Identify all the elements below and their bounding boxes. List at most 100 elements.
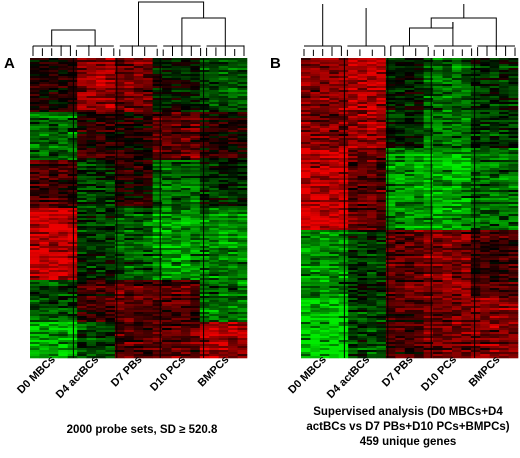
heatmap-cell [77, 266, 87, 269]
heatmap-cell [404, 88, 415, 91]
heatmap-cell [367, 124, 377, 127]
heatmap-cell [199, 144, 210, 147]
heatmap-cell [162, 314, 172, 317]
heatmap-cell [124, 138, 135, 141]
heatmap-cell [39, 168, 50, 171]
heatmap-cell [133, 234, 144, 237]
heatmap-cell [105, 332, 116, 335]
heatmap-cell [162, 304, 172, 307]
heatmap-cell [162, 88, 172, 91]
heatmap-cell [143, 206, 153, 209]
heatmap-cell [357, 162, 368, 165]
heatmap-cell [209, 176, 219, 179]
heatmap-cell [180, 220, 191, 223]
heatmap-cell [348, 166, 358, 169]
heatmap-cell [180, 196, 191, 199]
heatmap-cell [357, 124, 368, 127]
heatmap-cell [124, 128, 135, 131]
heatmap-cell [310, 60, 321, 63]
heatmap-cell [30, 100, 40, 103]
heatmap-cell [489, 72, 500, 75]
heatmap-cell [58, 342, 69, 345]
heatmap-cell [48, 100, 59, 103]
panel-b-heatmap [301, 58, 519, 359]
heatmap-cell [67, 114, 78, 117]
heatmap-cell [190, 262, 201, 265]
heatmap-cell [480, 180, 490, 183]
heatmap-cell [58, 198, 69, 201]
heatmap-cell [152, 172, 163, 175]
heatmap-cell [133, 302, 144, 305]
heatmap-cell [143, 282, 153, 285]
heatmap-cell [30, 154, 40, 157]
heatmap-cell [143, 244, 153, 247]
heatmap-cell [124, 194, 135, 197]
heatmap-cell [133, 254, 144, 257]
heatmap-cell [209, 152, 219, 155]
heatmap-cell [209, 236, 219, 239]
heatmap-cell [508, 110, 519, 113]
heatmap-cell [133, 276, 144, 279]
heatmap-cell [67, 336, 78, 339]
heatmap-cell [162, 316, 172, 319]
heatmap-cell [489, 76, 500, 79]
heatmap-cell [96, 316, 106, 319]
heatmap-cell [39, 190, 50, 193]
heatmap-cell [433, 110, 443, 113]
heatmap-cell [48, 68, 59, 71]
heatmap-cell [348, 142, 358, 145]
heatmap-cell [143, 198, 153, 201]
heatmap-cell [480, 102, 490, 105]
heatmap-cell [162, 286, 172, 289]
dendrogram-branch [346, 8, 386, 56]
heatmap-cell [86, 292, 97, 295]
heatmap-cell [105, 96, 116, 99]
heatmap-cell [190, 260, 201, 263]
heatmap-cell [58, 214, 69, 217]
heatmap-cell [190, 254, 201, 257]
heatmap-cell [48, 328, 59, 331]
heatmap-cell [105, 326, 116, 329]
heatmap-cell [433, 146, 443, 149]
heatmap-cell [209, 68, 219, 71]
heatmap-cell [209, 308, 219, 311]
heatmap-cell [171, 150, 182, 153]
heatmap-cell [58, 262, 69, 265]
heatmap-cell [338, 158, 349, 161]
heatmap-cell [199, 274, 210, 277]
heatmap-cell [152, 184, 163, 187]
heatmap-cell [489, 162, 500, 165]
heatmap-cell [48, 336, 59, 339]
heatmap-cell [338, 134, 349, 137]
heatmap-cell [48, 304, 59, 307]
heatmap-cell [209, 66, 219, 69]
heatmap-cell [58, 130, 69, 133]
heatmap-cell [423, 110, 434, 113]
heatmap-cell [96, 182, 106, 185]
heatmap-cell [442, 120, 453, 123]
heatmap-cell [348, 80, 358, 83]
heatmap-cell [442, 128, 453, 131]
heatmap-cell [180, 306, 191, 309]
heatmap-cell [133, 184, 144, 187]
heatmap-cell [218, 130, 229, 133]
heatmap-cell [30, 122, 40, 125]
heatmap-cell [348, 154, 358, 157]
heatmap-cell [209, 342, 219, 345]
heatmap-cell [105, 58, 116, 61]
heatmap-cell [310, 132, 321, 135]
heatmap-cell [48, 316, 59, 319]
heatmap-cell [461, 172, 472, 175]
heatmap-cell [180, 342, 191, 345]
heatmap-cell [348, 82, 358, 85]
heatmap-cell [96, 98, 106, 101]
heatmap-cell [385, 130, 396, 133]
heatmap-cell [124, 132, 135, 135]
heatmap-cell [48, 230, 59, 233]
heatmap-cell [133, 268, 144, 271]
heatmap-cell [190, 122, 201, 125]
heatmap-cell [114, 162, 125, 165]
heatmap-cell [489, 70, 500, 73]
heatmap-cell [171, 320, 182, 323]
heatmap-cell [152, 94, 163, 97]
